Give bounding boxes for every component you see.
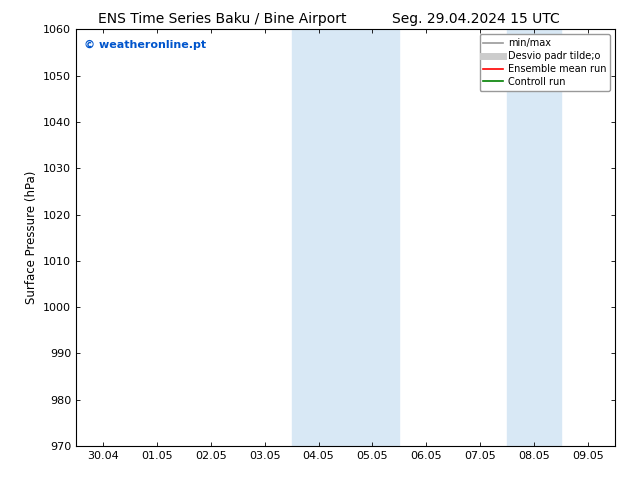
Legend: min/max, Desvio padr tilde;o, Ensemble mean run, Controll run: min/max, Desvio padr tilde;o, Ensemble m… (479, 34, 610, 91)
Text: Seg. 29.04.2024 15 UTC: Seg. 29.04.2024 15 UTC (392, 12, 559, 26)
Y-axis label: Surface Pressure (hPa): Surface Pressure (hPa) (25, 171, 37, 304)
Text: © weatheronline.pt: © weatheronline.pt (84, 40, 206, 50)
Text: ENS Time Series Baku / Bine Airport: ENS Time Series Baku / Bine Airport (98, 12, 346, 26)
Bar (292, 29, 399, 446)
Bar (507, 29, 561, 446)
